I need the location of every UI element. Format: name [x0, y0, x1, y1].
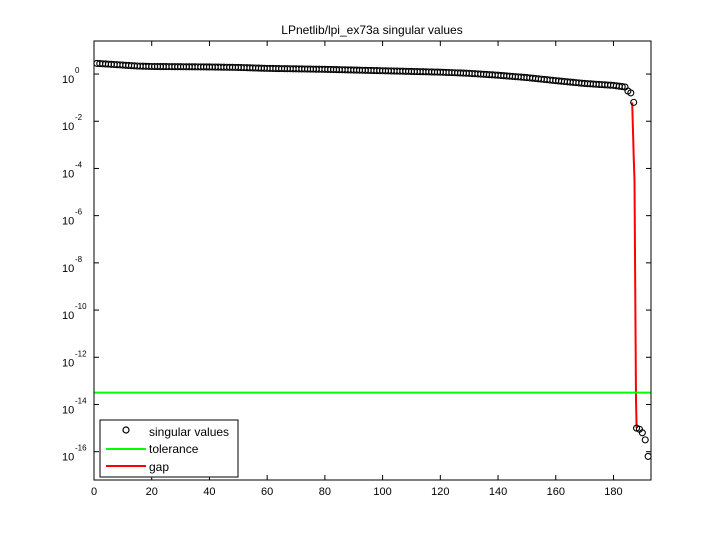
- y-tick-label-base: 10: [62, 357, 74, 369]
- x-tick-label: 180: [604, 486, 622, 498]
- singular-value-point: [641, 436, 649, 444]
- plot-area: [94, 41, 651, 480]
- y-tick-label-base: 10: [62, 121, 74, 133]
- chart-title: LPnetlib/lpi_ex73a singular values: [281, 23, 462, 37]
- y-tick-label-exponent: -4: [75, 160, 83, 169]
- y-tick-label-base: 10: [62, 452, 74, 464]
- y-tick-label-exponent: -6: [75, 208, 83, 217]
- y-tick-label-base: 10: [62, 404, 74, 416]
- legend-label-gap: gap: [149, 460, 169, 474]
- x-tick-label: 120: [431, 486, 449, 498]
- y-tick-label-exponent: -2: [75, 113, 83, 122]
- x-tick-label: 80: [319, 486, 331, 498]
- y-tick-label-exponent: 0: [75, 66, 80, 75]
- legend: singular values tolerance gap: [99, 419, 239, 478]
- x-tick-label: 160: [547, 486, 565, 498]
- y-tick-label-base: 10: [62, 74, 74, 86]
- x-tick-label: 0: [91, 486, 97, 498]
- singular-value-point: [618, 83, 626, 91]
- x-axis-ticks: 0 20 40 60 80 100 120 140 160 180: [91, 41, 623, 498]
- singular-value-point: [627, 89, 635, 97]
- singular-values-series: [93, 59, 652, 460]
- y-tick-label-exponent: -16: [75, 444, 87, 453]
- gap-series: [631, 102, 638, 429]
- y-tick-label-base: 10: [62, 310, 74, 322]
- y-tick-label-base: 10: [62, 168, 74, 180]
- x-tick-label: 140: [489, 486, 507, 498]
- y-tick-label-base: 10: [62, 263, 74, 275]
- plot-frame: [93, 40, 652, 481]
- singular-value-point: [630, 98, 638, 106]
- x-tick-label: 100: [373, 486, 391, 498]
- x-tick-label: 40: [203, 486, 215, 498]
- y-tick-label-base: 10: [62, 216, 74, 228]
- gap-line: [631, 102, 638, 429]
- x-tick-label: 60: [261, 486, 273, 498]
- y-tick-label-exponent: -14: [75, 396, 87, 405]
- y-tick-label-exponent: -8: [75, 255, 83, 264]
- legend-label-tolerance: tolerance: [149, 442, 199, 456]
- y-tick-label-exponent: -10: [75, 302, 87, 311]
- y-tick-label-exponent: -12: [75, 349, 87, 358]
- legend-marker-singular-values: [122, 426, 130, 434]
- legend-label-singular-values: singular values: [149, 425, 229, 439]
- x-tick-label: 20: [146, 486, 158, 498]
- singular-value-point: [638, 429, 646, 437]
